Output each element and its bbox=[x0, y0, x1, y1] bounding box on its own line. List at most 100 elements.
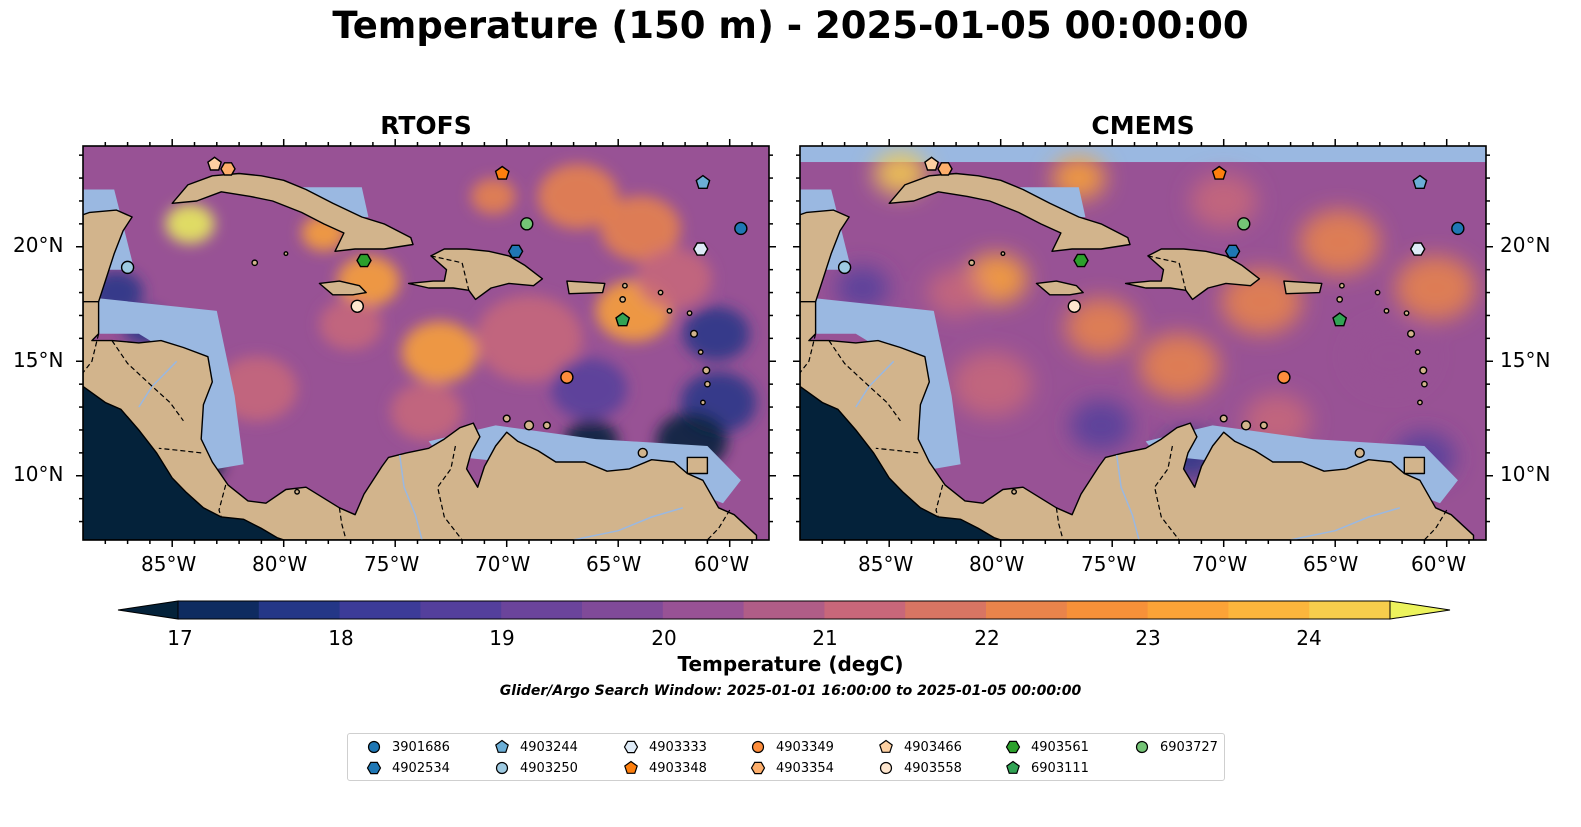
float-legend: 3901686 4902534 4903244 4903250 4903333 49033… bbox=[347, 733, 1225, 781]
temperature-colorbar bbox=[117, 600, 1451, 620]
colorbar-extend-low bbox=[117, 600, 179, 620]
colorbar-segment bbox=[582, 601, 664, 619]
float-marker-4903561 bbox=[356, 253, 372, 268]
lat-tick-label: 10°N bbox=[13, 462, 64, 486]
lat-tick-label: 15°N bbox=[1500, 348, 1551, 372]
float-marker-4903348 bbox=[1211, 165, 1227, 180]
float-marker-4903250 bbox=[120, 260, 135, 275]
colorbar-tick-label: 18 bbox=[328, 626, 354, 650]
lon-tick-label: 80°W bbox=[252, 552, 308, 576]
float-marker-4903466 bbox=[207, 156, 223, 171]
float-marker-6903111 bbox=[1332, 312, 1348, 327]
panel-title-rtofs: RTOFS bbox=[380, 111, 472, 140]
legend-item: 6903111 bbox=[1005, 758, 1089, 778]
cmems-map bbox=[793, 139, 1493, 547]
legend-label: 4903354 bbox=[776, 760, 834, 776]
colorbar-extend-high bbox=[1389, 600, 1451, 620]
legend-item: 4903333 bbox=[623, 737, 707, 757]
hexagon-marker-icon bbox=[750, 761, 766, 775]
hexagon-marker-icon bbox=[1005, 740, 1021, 754]
colorbar-segment bbox=[178, 601, 260, 619]
legend-label: 4903348 bbox=[649, 760, 707, 776]
legend-label: 4903244 bbox=[520, 739, 578, 755]
float-marker-4903466 bbox=[924, 156, 940, 171]
colorbar-segment bbox=[1309, 601, 1391, 619]
colorbar-tick-label: 22 bbox=[974, 626, 1000, 650]
colorbar-segment bbox=[743, 601, 825, 619]
colorbar-segment bbox=[662, 601, 745, 619]
pentagon-marker-icon bbox=[495, 739, 509, 753]
lat-tick-label: 20°N bbox=[13, 233, 64, 257]
lon-tick-label: 70°W bbox=[475, 552, 531, 576]
pentagon-marker-icon bbox=[624, 760, 638, 774]
colorbar-segment bbox=[1066, 601, 1149, 619]
lon-tick-label: 60°W bbox=[694, 552, 750, 576]
float-marker-4903354 bbox=[220, 162, 236, 176]
float-marker-4902534 bbox=[1224, 244, 1241, 259]
colorbar-segment bbox=[824, 601, 906, 619]
colorbar-tick-label: 21 bbox=[812, 626, 838, 650]
lat-tick-label: 10°N bbox=[1500, 462, 1551, 486]
float-marker-4903558 bbox=[1067, 299, 1081, 314]
legend-item: 3901686 bbox=[366, 737, 450, 757]
colorbar-segment bbox=[1147, 601, 1229, 619]
float-marker-4903561 bbox=[1073, 253, 1089, 268]
float-marker-4903349 bbox=[1277, 370, 1291, 384]
float-marker-3901686 bbox=[1451, 221, 1465, 236]
legend-item: 4903558 bbox=[878, 758, 962, 778]
legend-item: 4902534 bbox=[366, 758, 450, 778]
legend-label: 4903558 bbox=[904, 760, 962, 776]
hexagon-marker-icon bbox=[623, 740, 639, 754]
legend-label: 4902534 bbox=[392, 760, 450, 776]
circle-marker-icon bbox=[1135, 740, 1149, 754]
lon-tick-label: 75°W bbox=[1081, 552, 1137, 576]
legend-label: 4903349 bbox=[776, 739, 834, 755]
legend-item: 6903727 bbox=[1134, 737, 1218, 757]
lon-tick-label: 75°W bbox=[364, 552, 420, 576]
legend-item: 4903561 bbox=[1005, 737, 1089, 757]
lon-tick-label: 85°W bbox=[858, 552, 914, 576]
legend-item: 4903244 bbox=[494, 737, 578, 757]
float-marker-4903354 bbox=[937, 162, 953, 176]
legend-item: 4903354 bbox=[750, 758, 834, 778]
search-window-caption: Glider/Argo Search Window: 2025-01-01 16… bbox=[499, 683, 1082, 699]
colorbar-tick-label: 24 bbox=[1296, 626, 1322, 650]
circle-marker-icon bbox=[495, 761, 509, 775]
float-marker-4903250 bbox=[837, 260, 852, 275]
colorbar-segment bbox=[1228, 601, 1310, 619]
lon-tick-label: 70°W bbox=[1192, 552, 1248, 576]
lat-tick-label: 20°N bbox=[1500, 233, 1551, 257]
hexagon-marker-icon bbox=[366, 761, 382, 775]
pentagon-marker-icon bbox=[1006, 760, 1020, 774]
colorbar-segment bbox=[501, 601, 583, 619]
float-marker-6903111 bbox=[615, 312, 631, 327]
float-marker-3901686 bbox=[734, 221, 748, 236]
float-marker-4903333 bbox=[692, 242, 709, 256]
legend-item: 4903250 bbox=[494, 758, 578, 778]
panel-title-cmems: CMEMS bbox=[1091, 111, 1195, 140]
colorbar-title: Temperature (degC) bbox=[677, 652, 904, 676]
circle-marker-icon bbox=[879, 761, 893, 775]
figure-title: Temperature (150 m) - 2025-01-05 00:00:0… bbox=[332, 4, 1249, 47]
legend-label: 6903111 bbox=[1031, 760, 1089, 776]
float-marker-4903348 bbox=[494, 165, 510, 180]
colorbar-tick-label: 23 bbox=[1135, 626, 1161, 650]
colorbar-segment bbox=[339, 601, 421, 619]
legend-label: 6903727 bbox=[1160, 739, 1218, 755]
lon-tick-label: 85°W bbox=[141, 552, 197, 576]
colorbar-segment bbox=[905, 601, 987, 619]
lon-tick-label: 65°W bbox=[586, 552, 642, 576]
legend-label: 4903466 bbox=[904, 739, 962, 755]
legend-item: 4903348 bbox=[623, 758, 707, 778]
float-marker-4903244 bbox=[1412, 174, 1428, 189]
colorbar-segment bbox=[420, 601, 502, 619]
legend-label: 4903250 bbox=[520, 760, 578, 776]
float-marker-4903244 bbox=[695, 174, 711, 189]
rtofs-map bbox=[76, 139, 776, 547]
float-marker-6903727 bbox=[1237, 217, 1251, 231]
lon-tick-label: 60°W bbox=[1411, 552, 1467, 576]
float-marker-4903558 bbox=[350, 299, 364, 314]
legend-item: 4903466 bbox=[878, 737, 962, 757]
float-marker-6903727 bbox=[520, 217, 534, 231]
legend-item: 4903349 bbox=[750, 737, 834, 757]
